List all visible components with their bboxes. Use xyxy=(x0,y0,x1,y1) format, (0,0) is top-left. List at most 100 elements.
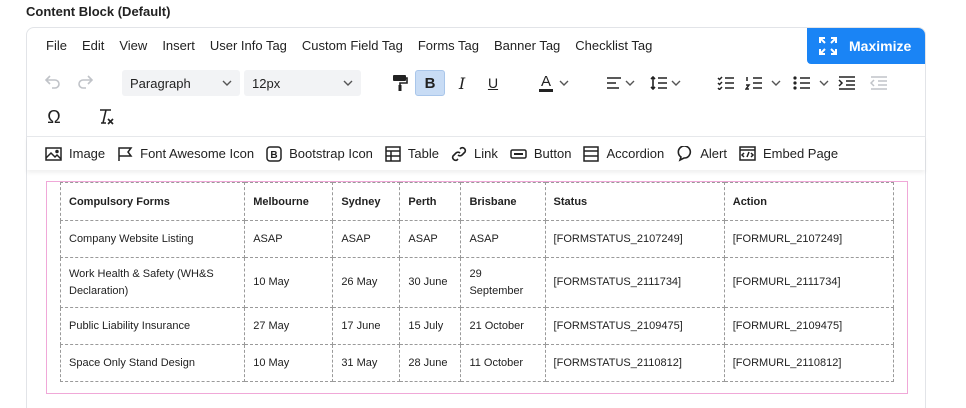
checklist-icon xyxy=(717,76,734,90)
checklist-button[interactable] xyxy=(711,70,741,96)
italic-label: I xyxy=(458,73,466,93)
table-cell[interactable]: 26 May xyxy=(332,257,401,308)
chevron-down-icon xyxy=(343,80,353,86)
font-color-button[interactable]: A xyxy=(533,70,575,96)
insert-bootstrap-icon-button[interactable]: B Bootstrap Icon xyxy=(266,145,373,162)
special-character-button[interactable]: Ω xyxy=(39,104,69,130)
editor-menubar: File Edit View Insert User Info Tag Cust… xyxy=(27,28,667,62)
menu-view[interactable]: View xyxy=(119,37,148,53)
redo-icon xyxy=(78,75,93,89)
table-cell[interactable]: [FORMURL_2111734] xyxy=(723,257,895,308)
menu-forms-tag[interactable]: Forms Tag xyxy=(417,37,480,53)
insert-alert-button[interactable]: Alert xyxy=(676,145,727,162)
italic-button[interactable]: I xyxy=(447,70,477,96)
menu-banner-tag[interactable]: Banner Tag xyxy=(494,37,561,53)
numbered-list-button[interactable] xyxy=(741,70,785,96)
header-sydney[interactable]: Sydney xyxy=(332,182,401,221)
table-cell[interactable]: [FORMSTATUS_2109475] xyxy=(544,307,725,345)
menu-custom-field-tag[interactable]: Custom Field Tag xyxy=(301,37,403,53)
table-row: Company Website Listing ASAP ASAP ASAP A… xyxy=(59,220,895,258)
header-perth[interactable]: Perth xyxy=(399,182,462,221)
chevron-down-icon xyxy=(222,80,232,86)
insert-bootstrap-label: Bootstrap Icon xyxy=(289,146,373,161)
header-action[interactable]: Action xyxy=(723,182,895,221)
editor-content-area[interactable]: Compulsory Forms Melbourne Sydney Perth … xyxy=(46,181,908,394)
link-icon xyxy=(451,146,467,161)
insert-image-button[interactable]: Image xyxy=(45,146,105,161)
table-cell[interactable]: 11 October xyxy=(460,344,546,382)
compulsory-forms-table[interactable]: Compulsory Forms Melbourne Sydney Perth … xyxy=(59,182,895,382)
table-cell[interactable]: [FORMSTATUS_2107249] xyxy=(544,220,725,258)
bold-button[interactable]: B xyxy=(415,70,445,96)
insert-accordion-button[interactable]: Accordion xyxy=(583,145,665,162)
embed-icon xyxy=(739,146,756,161)
chevron-down-icon xyxy=(559,80,569,86)
header-compulsory-forms[interactable]: Compulsory Forms xyxy=(59,182,246,221)
menu-checklist-tag[interactable]: Checklist Tag xyxy=(575,37,653,53)
paint-roller-icon xyxy=(393,75,408,91)
table-cell[interactable]: 10 May xyxy=(244,344,334,382)
table-cell[interactable]: [FORMSTATUS_2110812] xyxy=(544,344,725,382)
toolbar-row-formatting: Paragraph 12px B I U A xyxy=(27,66,925,98)
table-cell[interactable]: [FORMURL_2109475] xyxy=(723,307,895,345)
clear-formatting-button[interactable] xyxy=(91,104,121,130)
table-cell[interactable]: Public Liability Insurance xyxy=(59,307,246,345)
insert-embed-page-button[interactable]: Embed Page xyxy=(739,146,838,161)
insert-link-button[interactable]: Link xyxy=(451,146,498,162)
table-cell[interactable]: [FORMURL_2107249] xyxy=(723,220,895,258)
insert-button-button[interactable]: Button xyxy=(510,146,572,161)
indent-button[interactable] xyxy=(832,70,862,96)
maximize-button[interactable]: Maximize xyxy=(807,28,925,64)
block-format-value: Paragraph xyxy=(130,75,191,91)
table-cell[interactable]: 31 May xyxy=(332,344,401,382)
table-cell[interactable]: ASAP xyxy=(399,220,462,258)
insert-font-awesome-icon-button[interactable]: Font Awesome Icon xyxy=(117,146,254,162)
table-cell[interactable]: ASAP xyxy=(460,220,546,258)
table-cell[interactable]: ASAP xyxy=(332,220,401,258)
table-cell[interactable]: 30 June xyxy=(399,257,462,308)
table-cell[interactable]: Work Health & Safety (WH&S Declaration) xyxy=(59,257,246,308)
table-cell[interactable]: [FORMSTATUS_2111734] xyxy=(544,257,725,308)
header-brisbane[interactable]: Brisbane xyxy=(460,182,546,221)
table-cell[interactable]: 21 October xyxy=(460,307,546,345)
table-cell[interactable]: [FORMURL_2110812] xyxy=(723,344,895,382)
table-cell[interactable]: 28 June xyxy=(399,344,462,382)
image-icon xyxy=(45,146,62,161)
numbered-list-icon xyxy=(745,77,762,90)
undo-button[interactable] xyxy=(41,70,65,94)
header-melbourne[interactable]: Melbourne xyxy=(244,182,334,221)
insert-button-label: Button xyxy=(533,146,572,161)
align-button[interactable] xyxy=(603,70,637,96)
table-cell[interactable]: 17 June xyxy=(332,307,401,345)
table-cell[interactable]: ASAP xyxy=(244,220,334,258)
line-height-button[interactable] xyxy=(647,70,683,96)
font-size-value: 12px xyxy=(252,75,281,91)
table-cell[interactable]: 10 May xyxy=(244,257,334,308)
underline-label: U xyxy=(487,75,499,91)
redo-button[interactable] xyxy=(73,70,97,94)
menu-edit[interactable]: Edit xyxy=(81,37,105,53)
table-cell[interactable]: 15 July xyxy=(399,307,462,345)
bold-label: B xyxy=(424,74,436,92)
flag-icon xyxy=(118,146,133,161)
table-cell[interactable]: Space Only Stand Design xyxy=(59,344,246,382)
insert-alert-label: Alert xyxy=(700,146,727,161)
menu-insert[interactable]: Insert xyxy=(162,37,195,53)
menu-file[interactable]: File xyxy=(46,37,67,53)
font-size-select[interactable]: 12px xyxy=(244,70,361,96)
chevron-down-icon xyxy=(819,80,829,86)
table-cell[interactable]: 29 September xyxy=(460,257,546,308)
underline-button[interactable]: U xyxy=(478,70,508,96)
insert-accordion-label: Accordion xyxy=(606,146,665,161)
bullet-list-button[interactable] xyxy=(789,70,833,96)
header-status[interactable]: Status xyxy=(544,182,725,221)
table-cell[interactable]: Company Website Listing xyxy=(59,220,246,258)
maximize-icon xyxy=(819,37,837,55)
block-format-select[interactable]: Paragraph xyxy=(122,70,240,96)
bullet-list-icon xyxy=(793,76,810,90)
table-cell[interactable]: 27 May xyxy=(244,307,334,345)
outdent-button[interactable] xyxy=(864,70,894,96)
format-painter-button[interactable] xyxy=(385,70,415,96)
menu-user-info-tag[interactable]: User Info Tag xyxy=(209,37,287,53)
insert-table-button[interactable]: Table xyxy=(385,145,439,162)
